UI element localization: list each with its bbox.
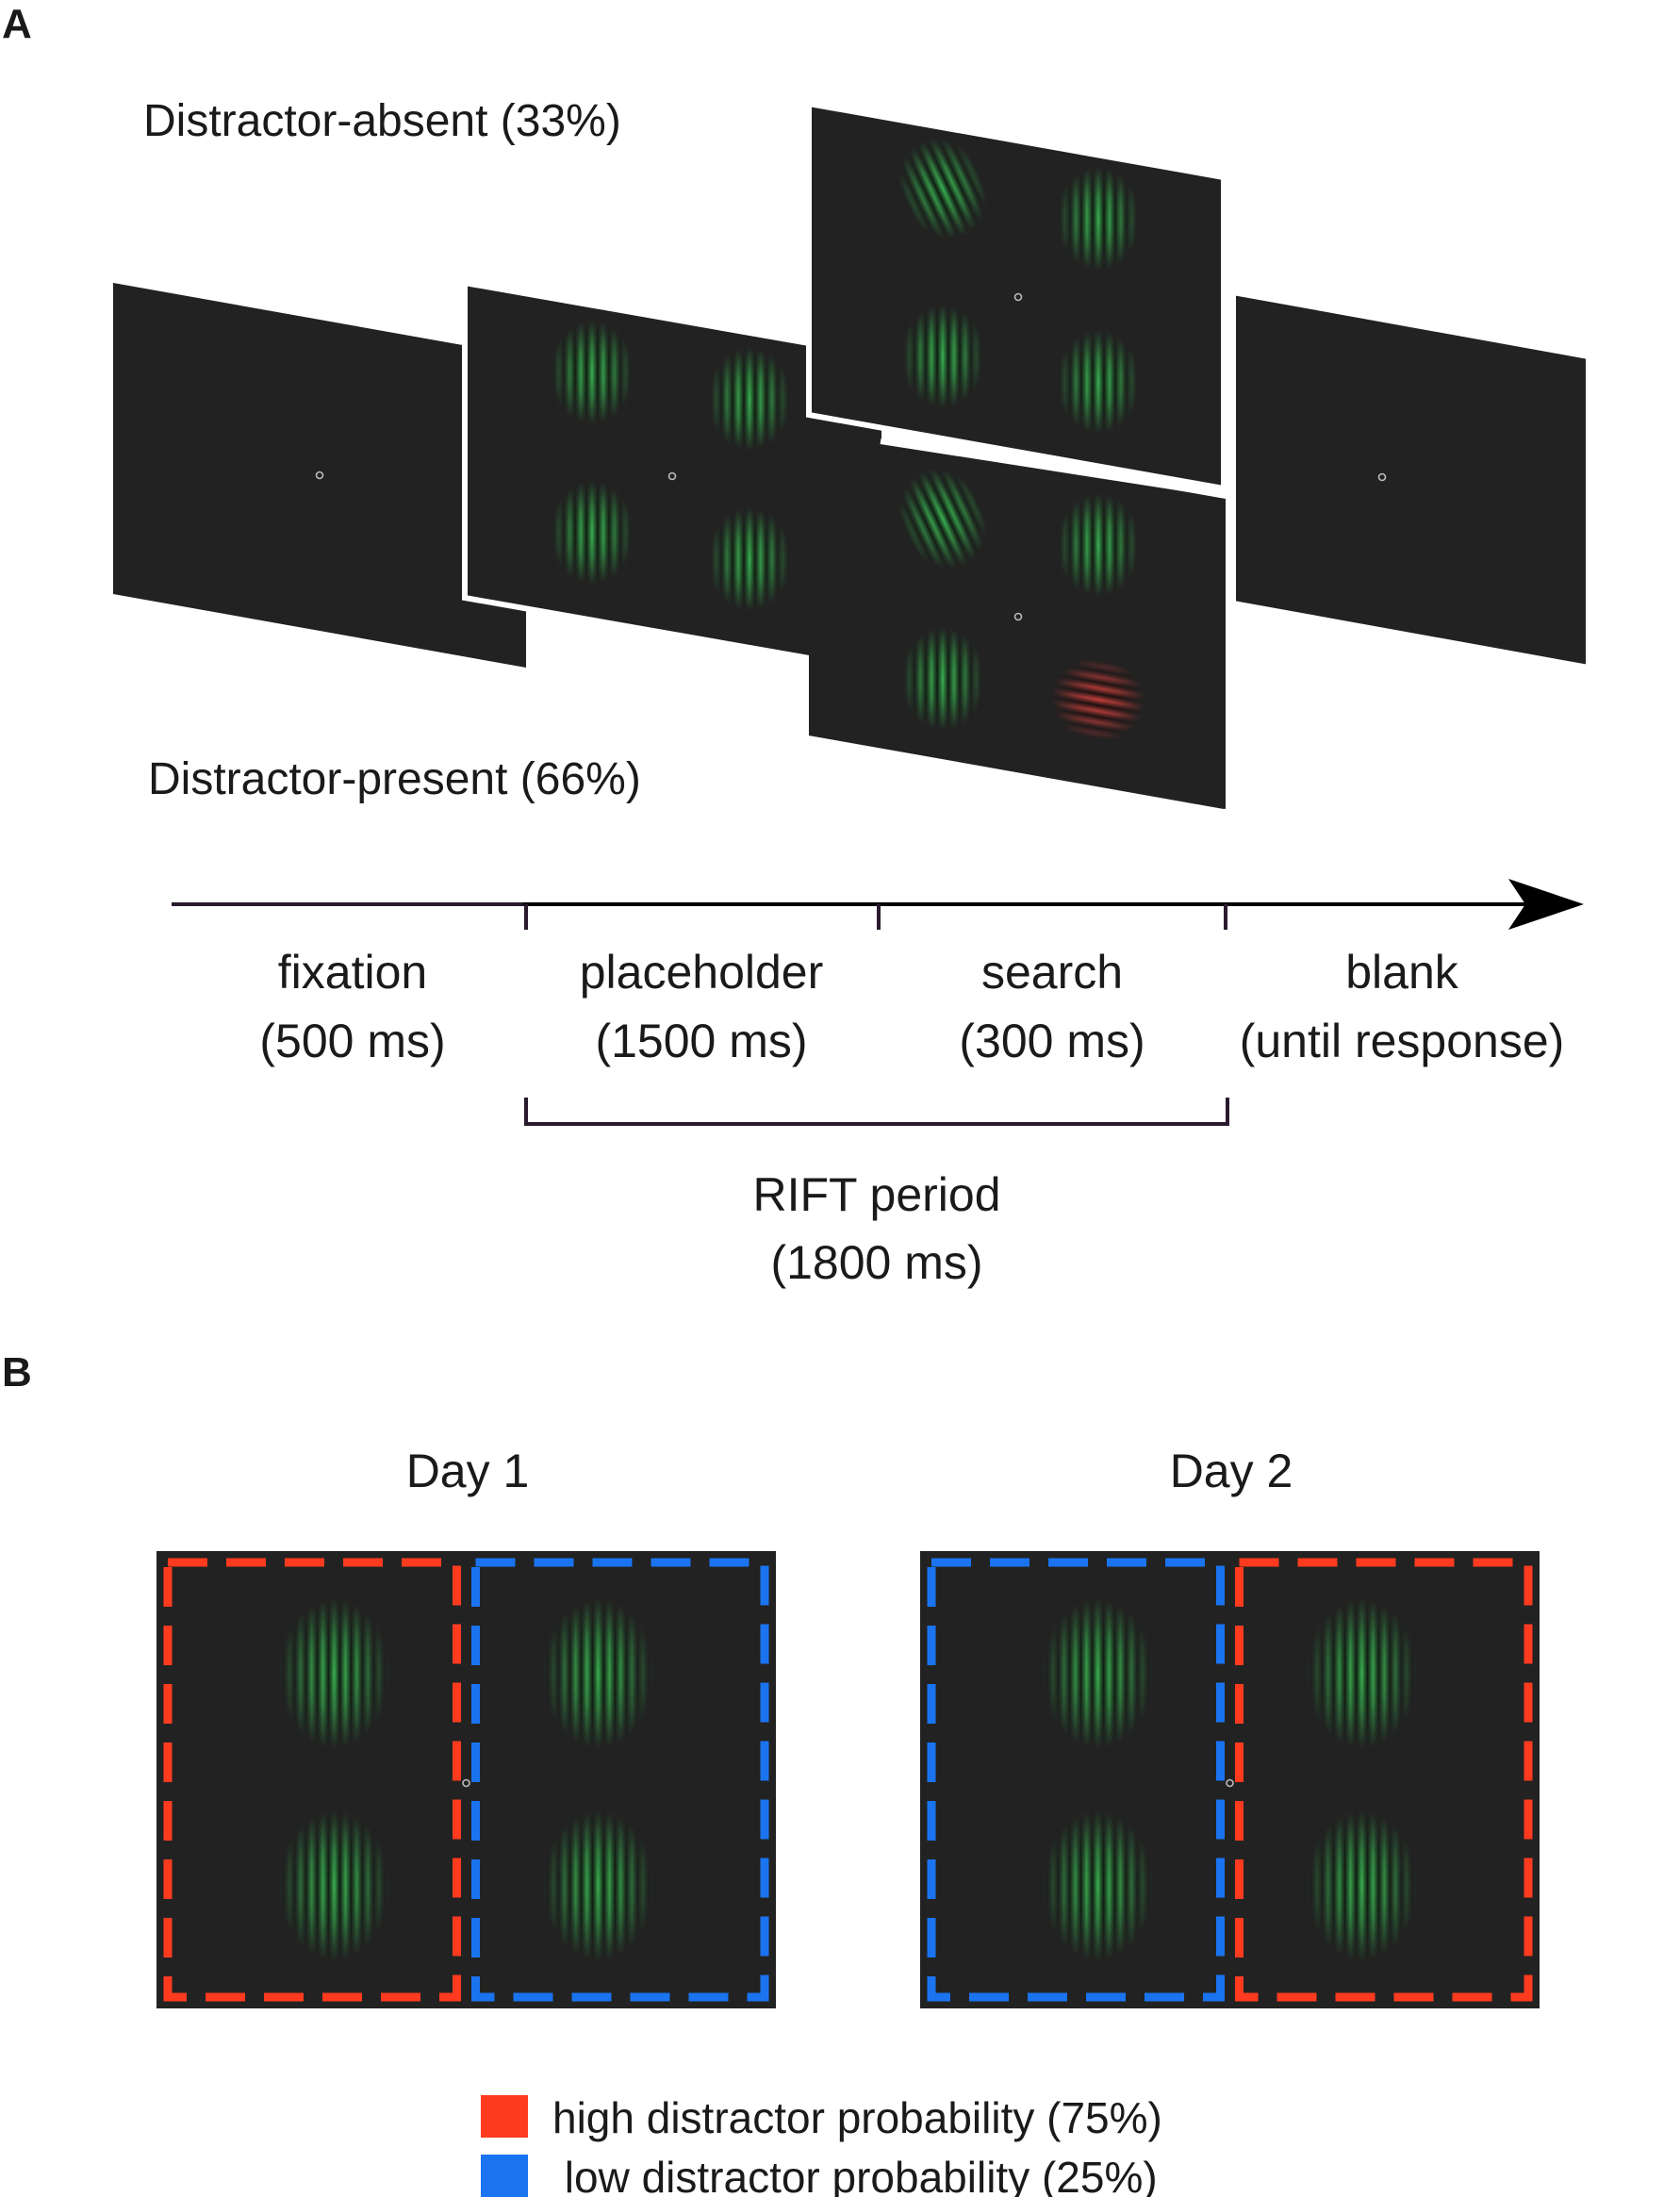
- day-gabor: [1305, 1810, 1419, 1961]
- rift-label: RIFT period: [752, 1168, 1000, 1221]
- search-gabor: [900, 627, 985, 731]
- phase-search-duration: (300 ms): [959, 1015, 1145, 1067]
- fixation-screen: [113, 283, 526, 668]
- search-gabor: [900, 305, 985, 408]
- legend-label-low: low distractor probability (25%): [552, 2153, 1158, 2197]
- legend-swatch-low: [481, 2155, 528, 2197]
- legend-label-high: high distractor probability (75%): [552, 2093, 1162, 2142]
- panel-a-label: A: [2, 1, 32, 47]
- day-1-title: Day 1: [406, 1445, 530, 1497]
- placeholder-gabor: [707, 347, 792, 451]
- day-gabor: [1041, 1810, 1155, 1961]
- search-gabor: [1056, 167, 1141, 271]
- day-gabor: [1041, 1598, 1155, 1749]
- day-2-left-region-low: [927, 1558, 1225, 2002]
- timeline-arrowhead: [1508, 879, 1584, 930]
- phase-blank-duration: (until response): [1240, 1015, 1565, 1067]
- blank-fixation-dot: [1377, 472, 1387, 482]
- timeline: [172, 879, 1584, 930]
- day-2-title: Day 2: [1170, 1445, 1293, 1497]
- search-present-target-gabor: [881, 454, 1004, 584]
- rift-bracket: [524, 1098, 1229, 1126]
- day-gabor: [277, 1810, 391, 1961]
- search-gabor: [1056, 330, 1141, 434]
- day-1-screen: [156, 1551, 776, 2008]
- day-1-right-region-low: [471, 1558, 769, 2002]
- legend-swatch-high: [481, 2095, 528, 2138]
- day-gabor: [277, 1598, 391, 1749]
- blank-screen: [1230, 289, 1591, 671]
- day-2-right-region-high: [1235, 1558, 1533, 2002]
- day-gabor: [541, 1598, 655, 1749]
- phase-fixation-duration: (500 ms): [259, 1015, 445, 1067]
- distractor-absent-label: Distractor-absent (33%): [143, 96, 621, 146]
- day-gabor: [541, 1810, 655, 1961]
- placeholder-gabor: [550, 481, 634, 585]
- search-absent-target-gabor: [881, 124, 1004, 254]
- panel-b-label: B: [2, 1349, 32, 1396]
- rift-duration: (1800 ms): [770, 1236, 982, 1289]
- day-2-screen: [920, 1551, 1540, 2008]
- phase-fixation-name: fixation: [278, 946, 427, 999]
- day-fixation-dot: [1226, 1778, 1234, 1788]
- trial-screens: [113, 100, 1591, 809]
- placeholder-gabor: [550, 321, 634, 424]
- search-absent-fixation-dot: [1013, 292, 1023, 302]
- day-screens: [156, 1551, 1540, 2008]
- fixation-dot: [315, 471, 324, 480]
- phase-placeholder-duration: (1500 ms): [595, 1015, 807, 1067]
- phase-search-name: search: [981, 946, 1123, 999]
- placeholder-gabor: [707, 507, 792, 611]
- placeholder-fixation-dot: [667, 471, 677, 481]
- day-fixation-dot: [462, 1778, 470, 1788]
- search-distractor-gabor: [1044, 650, 1153, 750]
- search-present-screen-front: [809, 438, 1226, 809]
- search-gabor: [1056, 493, 1141, 597]
- day-gabor: [1305, 1598, 1419, 1749]
- search-present-fixation-dot: [1013, 612, 1023, 621]
- day-1-left-region-high: [163, 1558, 461, 2002]
- phase-blank-name: blank: [1345, 946, 1459, 999]
- distractor-present-label: Distractor-present (66%): [148, 754, 641, 804]
- search-present-screen-edge: [880, 438, 1227, 498]
- phase-placeholder-name: placeholder: [580, 946, 824, 999]
